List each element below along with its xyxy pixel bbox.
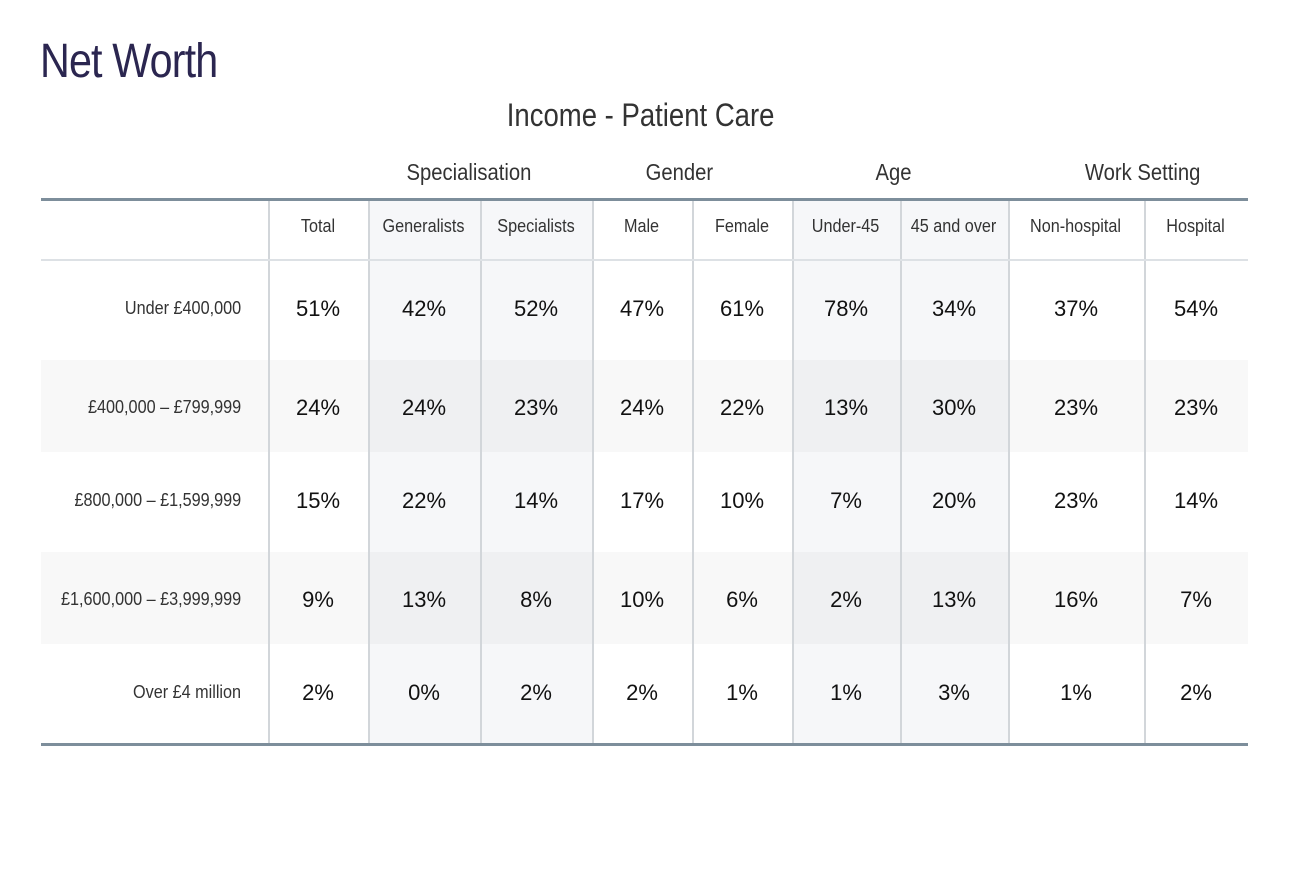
row-label: £400,000 – £799,999 <box>41 397 241 418</box>
column-divider <box>592 201 594 743</box>
column-divider <box>792 201 794 743</box>
column-divider <box>368 201 370 743</box>
table-cell: 20% <box>931 488 977 513</box>
table-cell: 13% <box>931 587 977 612</box>
column-divider <box>900 201 902 743</box>
net-worth-table: Total Generalists Specialists Male Female Und… <box>41 198 1248 746</box>
table-cell: 37% <box>1053 296 1099 321</box>
column-header: Under-45 <box>792 216 900 237</box>
table-cell: 51% <box>295 296 341 321</box>
table-cell: 14% <box>513 488 559 513</box>
column-divider <box>1144 201 1146 743</box>
column-shade <box>900 201 1008 743</box>
column-header-text: Male <box>624 216 660 236</box>
table-cell: 2% <box>1180 680 1212 705</box>
column-header: Non-hospital <box>1008 216 1144 237</box>
table-cell: 23% <box>1173 395 1219 420</box>
column-divider <box>1008 201 1010 743</box>
table-cell: 2% <box>626 680 658 705</box>
row-label: Over £4 million <box>41 682 241 703</box>
bottom-rule <box>41 743 1248 746</box>
row-label-text: Over £4 million <box>132 682 241 702</box>
table-cell: 7% <box>830 488 862 513</box>
table-cell: 23% <box>1053 488 1099 513</box>
group-label-gender: Gender <box>645 159 713 185</box>
table-cell: 34% <box>931 296 977 321</box>
table-cell: 23% <box>513 395 559 420</box>
row-label-text: £1,600,000 – £3,999,999 <box>61 589 242 609</box>
table-cell: 0% <box>408 680 440 705</box>
table-cell: 15% <box>295 488 341 513</box>
table-cell: 47% <box>619 296 665 321</box>
table-cell: 42% <box>401 296 447 321</box>
row-label-text: £400,000 – £799,999 <box>87 397 241 417</box>
table-cell: 2% <box>520 680 552 705</box>
column-divider <box>480 201 482 743</box>
table-cell: 14% <box>1173 488 1219 513</box>
row-label: Under £400,000 <box>41 298 241 319</box>
table-cell: 54% <box>1173 296 1219 321</box>
table-cell: 16% <box>1053 587 1099 612</box>
column-header: 45 and over <box>900 216 1008 237</box>
table-cell: 17% <box>619 488 665 513</box>
column-header-text: 45 and over <box>911 216 997 236</box>
column-header-text: Total <box>300 216 336 236</box>
column-header: Specialists <box>480 216 592 237</box>
column-header: Hospital <box>1144 216 1248 237</box>
column-header-text: Generalists <box>383 216 465 236</box>
table-cell: 1% <box>726 680 758 705</box>
group-label-work-setting: Work Setting <box>1085 159 1201 185</box>
column-shade <box>480 201 592 743</box>
column-header: Total <box>268 216 368 237</box>
table-cell: 30% <box>931 395 977 420</box>
table-cell: 22% <box>719 395 765 420</box>
table-cell: 7% <box>1180 587 1212 612</box>
table-cell: 6% <box>726 587 758 612</box>
table-cell: 23% <box>1053 395 1099 420</box>
column-shade <box>368 201 480 743</box>
table-cell: 61% <box>719 296 765 321</box>
table-cell: 24% <box>295 395 341 420</box>
table-cell: 13% <box>823 395 869 420</box>
table-subtitle: Income - Patient Care <box>507 97 775 133</box>
column-header-text: Under-45 <box>812 216 880 236</box>
table-cell: 2% <box>302 680 334 705</box>
table-cell: 52% <box>513 296 559 321</box>
header-divider <box>41 259 1248 261</box>
row-label: £800,000 – £1,599,999 <box>41 490 241 511</box>
table-cell: 9% <box>302 587 334 612</box>
column-header-text: Specialists <box>497 216 575 236</box>
column-shade <box>792 201 900 743</box>
table-cell: 1% <box>1060 680 1092 705</box>
page-title: Net Worth <box>40 35 218 88</box>
table-cell: 10% <box>719 488 765 513</box>
column-header-text: Hospital <box>1166 216 1226 236</box>
group-label-specialisation: Specialisation <box>406 159 532 185</box>
table-cell: 24% <box>401 395 447 420</box>
table-cell: 2% <box>830 587 862 612</box>
table-cell: 3% <box>938 680 970 705</box>
column-header: Generalists <box>368 216 480 237</box>
column-header: Male <box>592 216 692 237</box>
top-rule <box>41 198 1248 201</box>
table-cell: 1% <box>830 680 862 705</box>
table-cell: 78% <box>823 296 869 321</box>
row-label: £1,600,000 – £3,999,999 <box>41 589 241 610</box>
column-header-text: Non-hospital <box>1030 216 1122 236</box>
column-header-text: Female <box>714 216 770 236</box>
table-cell: 22% <box>401 488 447 513</box>
column-divider <box>268 201 270 743</box>
table-cell: 13% <box>401 587 447 612</box>
row-label-text: Under £400,000 <box>124 298 241 318</box>
group-label-age: Age <box>874 159 912 185</box>
table-cell: 10% <box>619 587 665 612</box>
column-divider <box>692 201 694 743</box>
table-cell: 24% <box>619 395 665 420</box>
table-cell: 8% <box>520 587 552 612</box>
row-label-text: £800,000 – £1,599,999 <box>74 490 241 510</box>
column-header: Female <box>692 216 792 237</box>
